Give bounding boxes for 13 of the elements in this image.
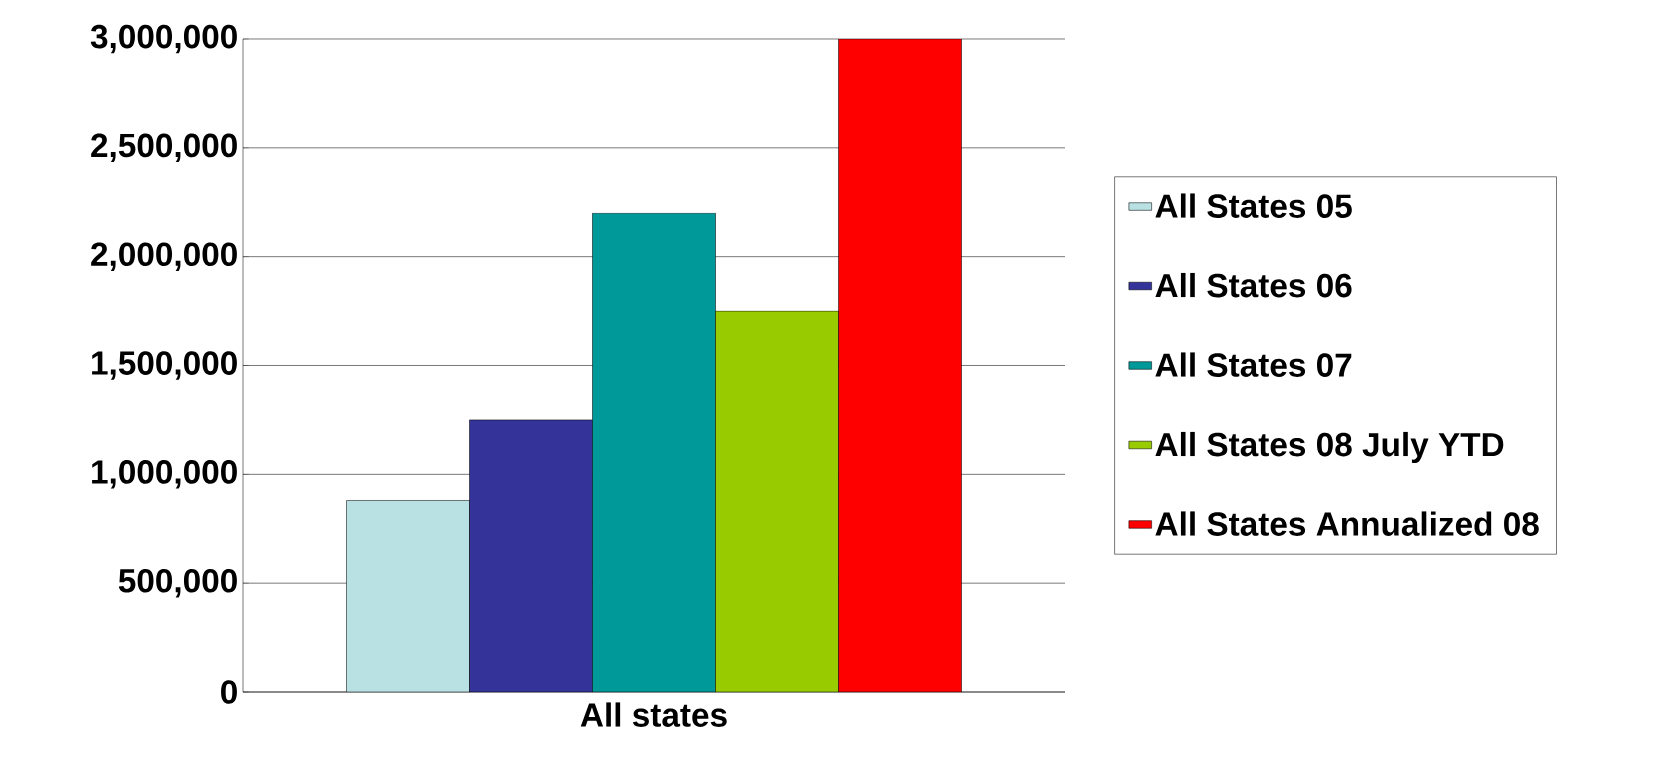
y-tick-label: 500,000 (118, 568, 237, 598)
legend-label: All States 05 (1155, 193, 1352, 218)
y-tick-label: 0 (221, 680, 237, 704)
y-tick-label: 2,500,000 (91, 133, 237, 163)
y-tick-label: 2,000,000 (91, 242, 237, 271)
legend-label: All States 07 (1155, 352, 1352, 377)
x-tick-label: All states (580, 702, 727, 727)
y-tick-label: 1,000,000 (92, 460, 237, 489)
legend-label: All States 08 July YTD (1155, 431, 1504, 463)
legend-label: All States 06 (1155, 272, 1352, 298)
y-tick-label: 3,000,000 (90, 24, 237, 54)
y-tick-label: 1,500,000 (92, 351, 237, 380)
legend-label: All States Annualized 08 (1155, 511, 1539, 536)
